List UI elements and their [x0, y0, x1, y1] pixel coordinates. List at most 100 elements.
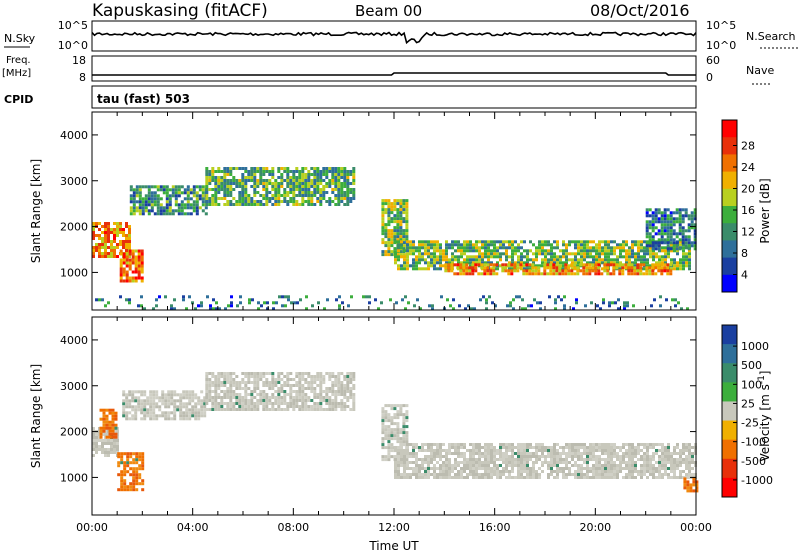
nave-bottom-tick: 0 [706, 71, 713, 84]
echo-cell [544, 249, 547, 253]
echo-cell [538, 473, 541, 476]
echo-cell [123, 482, 127, 486]
echo-cell [244, 188, 248, 191]
echo-cell [445, 467, 448, 470]
echo-cell [492, 266, 496, 270]
echo-cell [328, 402, 332, 405]
echo-cell [396, 220, 400, 224]
echo-cell [637, 452, 640, 455]
echo-cell [496, 452, 499, 455]
echo-cell [519, 263, 523, 267]
echo-cell [122, 402, 126, 406]
echo-cell [634, 446, 637, 449]
echo-cell [331, 402, 335, 405]
echo-cell [570, 272, 574, 276]
echo-cell [203, 411, 207, 415]
echo-cell [484, 443, 487, 446]
echo-cell [310, 408, 314, 411]
echo-cell [433, 443, 436, 446]
echo-cell [451, 243, 454, 247]
echo-cell [466, 261, 469, 265]
echo-cell [419, 307, 422, 311]
echo-cell [397, 461, 400, 464]
echo-cell [535, 473, 538, 476]
echo-cell [610, 443, 613, 446]
echo-cell [241, 188, 245, 191]
echo-cell [634, 455, 637, 458]
echo-cell [192, 200, 196, 204]
echo-cell [132, 191, 136, 195]
echo-cell [660, 232, 664, 236]
echo-cell [304, 402, 308, 405]
echo-cell [645, 269, 649, 273]
echo-cell [384, 434, 388, 438]
echo-cell [259, 167, 263, 170]
echo-cell [445, 452, 448, 455]
echo-cell [322, 191, 326, 194]
echo-cell [589, 255, 592, 259]
echo-cell [298, 378, 302, 381]
echo-cell [658, 258, 661, 262]
echo-cell [381, 205, 385, 209]
echo-cell [550, 452, 553, 455]
echo-cell [334, 170, 338, 173]
echo-cell [328, 405, 332, 408]
echo-cell [396, 214, 400, 218]
echo-cell [586, 246, 589, 250]
echo-cell [182, 402, 186, 406]
echo-cell [433, 252, 436, 256]
echo-cell [504, 263, 508, 267]
echo-cell [430, 473, 433, 476]
echo-cell [338, 307, 341, 311]
echo-cell [583, 449, 586, 452]
echo-cell [646, 443, 649, 446]
echo-cell [167, 417, 171, 421]
echo-cell [244, 182, 248, 185]
echo-cell [352, 194, 356, 197]
echo-cell [547, 252, 550, 256]
echo-cell [487, 240, 490, 244]
echo-cell [399, 410, 403, 414]
echo-cell [381, 229, 385, 233]
echo-cell [241, 381, 245, 384]
echo-cell [691, 467, 694, 470]
echo-cell [92, 454, 95, 457]
echo-cell [577, 243, 580, 247]
echo-cell [244, 399, 248, 402]
echo-cell [651, 266, 655, 270]
echo-cell [340, 194, 344, 197]
echo-cell [346, 378, 350, 381]
echo-cell [147, 197, 151, 201]
echo-cell [523, 464, 526, 467]
echo-cell [381, 214, 385, 218]
echo-cell [394, 461, 397, 464]
echo-cell [214, 399, 218, 402]
echo-cell [628, 467, 631, 470]
echo-cell [301, 194, 305, 197]
echo-cell [489, 263, 493, 267]
echo-cell [180, 203, 184, 207]
echo-cell [182, 295, 185, 299]
echo-cell [508, 446, 511, 449]
echo-cell [592, 452, 595, 455]
echo-cell [613, 464, 616, 467]
echo-cell [390, 241, 394, 245]
echo-cell [232, 378, 236, 381]
echo-cell [589, 252, 592, 256]
echo-cell [244, 402, 248, 405]
echo-cell [224, 307, 227, 311]
echo-cell [137, 408, 141, 412]
echo-cell [349, 378, 353, 381]
echo-cell [472, 461, 475, 464]
echo-cell [173, 417, 177, 421]
echo-cell [412, 446, 415, 449]
echo-cell [170, 396, 174, 400]
echo-cell [283, 197, 287, 200]
echo-cell [646, 455, 649, 458]
echo-cell [655, 255, 658, 259]
echo-cell [328, 375, 332, 378]
echo-cell [496, 467, 499, 470]
echo-cell [562, 261, 565, 265]
echo-cell [188, 408, 192, 412]
echo-cell [135, 191, 139, 195]
